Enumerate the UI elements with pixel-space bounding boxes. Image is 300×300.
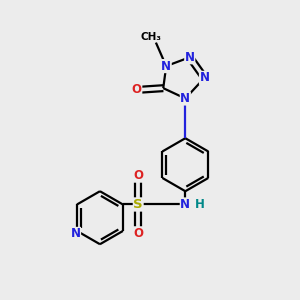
Text: O: O bbox=[133, 169, 143, 182]
Text: CH₃: CH₃ bbox=[141, 32, 162, 42]
Text: S: S bbox=[134, 198, 143, 211]
Text: N: N bbox=[185, 51, 195, 64]
Text: N: N bbox=[180, 92, 190, 105]
Text: N: N bbox=[161, 60, 171, 73]
Text: O: O bbox=[132, 83, 142, 96]
Text: N: N bbox=[180, 198, 190, 211]
Text: O: O bbox=[133, 227, 143, 240]
Text: H: H bbox=[195, 198, 205, 211]
Text: N: N bbox=[70, 227, 80, 240]
Text: N: N bbox=[200, 71, 209, 84]
